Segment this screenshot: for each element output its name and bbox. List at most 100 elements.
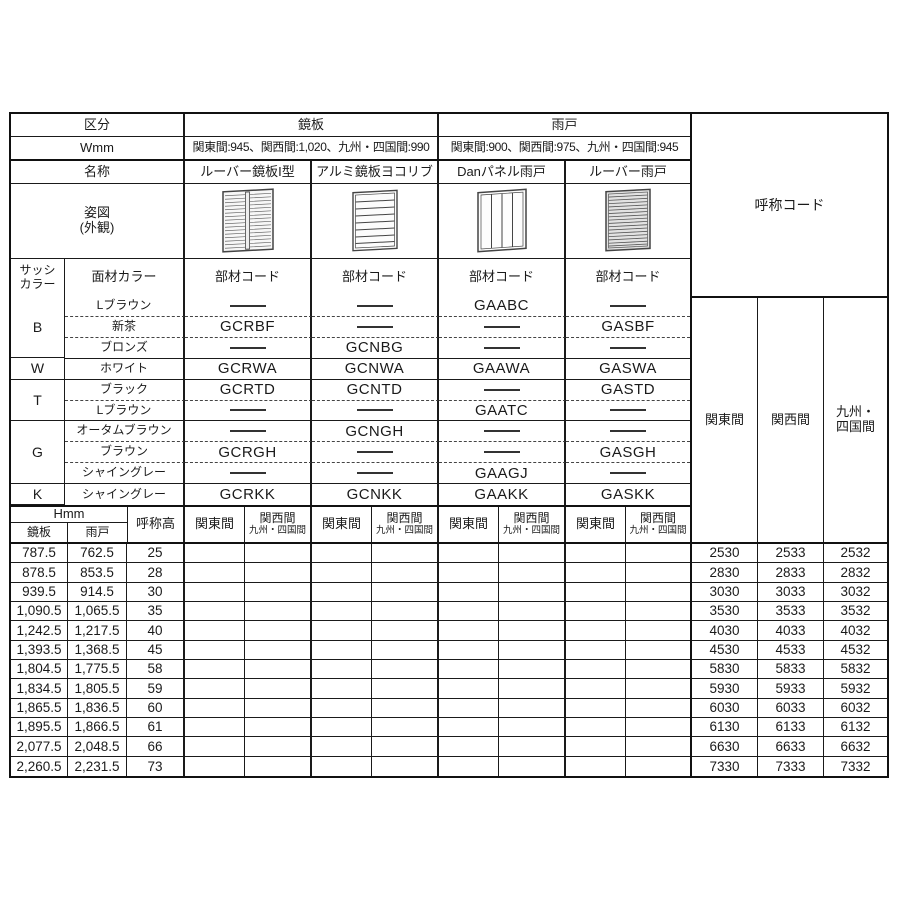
- empty-kanto-cell: [312, 679, 372, 699]
- empty-kanto-cell: [185, 621, 245, 641]
- buzai-code-cell: [312, 463, 439, 485]
- empty-kanto-cell: [566, 756, 626, 776]
- kosho-code-kanto: 6030: [692, 698, 758, 718]
- size-row: 939.5 914.5 30: [11, 582, 690, 602]
- empty-kanto-cell: [185, 640, 245, 660]
- buzai-code-cell: GCNTD: [312, 379, 439, 401]
- h-kagamiita-value: 1,804.5: [11, 659, 68, 680]
- empty-kanto-cell: [566, 659, 626, 680]
- h-amado-value: 853.5: [68, 563, 127, 583]
- h-kagamiita-value: 1,090.5: [11, 601, 68, 622]
- empty-kansai-cell: [499, 582, 566, 602]
- buzai-code-header-3: 部材コード: [439, 259, 566, 296]
- empty-kansai-cell: [245, 582, 312, 602]
- empty-kanto-cell: [439, 698, 499, 718]
- h-kagamiita-value: 787.5: [11, 544, 68, 564]
- empty-kanto-cell: [312, 640, 372, 660]
- kosho-code-row: 4030 4033 4032: [692, 621, 887, 641]
- empty-kanto-cell: [439, 621, 499, 641]
- amado-width-values: 関東間:900、関西間:975、九州・四国間:945: [450, 140, 679, 155]
- empty-kanto-cell: [185, 679, 245, 699]
- empty-kansai-cell: [626, 602, 690, 622]
- kosho-code-row: 4530 4533 4532: [692, 640, 887, 660]
- empty-kanto-cell: [312, 659, 372, 680]
- no-code-dash: [356, 451, 393, 454]
- empty-kansai-cell: [372, 621, 439, 641]
- buzai-code-cell: GASGH: [566, 442, 690, 464]
- kosho-code-kyushu: 4032: [824, 621, 887, 641]
- menzai-color-label: ブラック: [65, 379, 185, 401]
- empty-kanto-cell: [185, 717, 245, 738]
- empty-kansai-cell: [499, 679, 566, 699]
- empty-kansai-cell: [245, 544, 312, 564]
- empty-kansai-cell: [372, 756, 439, 776]
- louver-amado-image: [566, 184, 690, 259]
- color-row: シャイングレー GCRKK GCNKK GAAKK GASKK: [65, 484, 690, 506]
- buzai-code-header-1: 部材コード: [185, 259, 312, 296]
- buzai-code-cell: GAATC: [439, 400, 566, 422]
- kosho-code-kansai: 3033: [758, 582, 824, 602]
- menzai-color-label: 新茶: [65, 316, 185, 338]
- product-name-2: アルミ鏡板ヨコリブ: [312, 161, 439, 184]
- no-code-dash: [229, 472, 266, 475]
- kosho-daka-value: 58: [127, 659, 185, 680]
- menzai-color-label: Lブラウン: [65, 400, 185, 422]
- kosho-code-row: 3530 3533 3532: [692, 601, 887, 622]
- empty-kanto-cell: [185, 659, 245, 680]
- no-code-dash: [610, 472, 646, 475]
- kosho-code-kyushu: 4532: [824, 641, 887, 660]
- kosho-daka-value: 59: [127, 679, 185, 699]
- buzai-code-cell: GCNGH: [312, 421, 439, 443]
- kosho-code-kansai: 6633: [758, 737, 824, 757]
- empty-kansai-cell: [626, 737, 690, 757]
- kosho-daka-value: 45: [127, 640, 185, 660]
- no-code-dash: [483, 451, 520, 454]
- buzai-code-cell: [185, 296, 312, 317]
- color-row: ブラック GCRTD GCNTD GASTD: [65, 379, 690, 401]
- kubun-header: 区分: [11, 114, 185, 137]
- menzai-color-label: シャイングレー: [65, 463, 185, 485]
- kosho-code-kansai: 3533: [758, 601, 824, 622]
- empty-kanto-cell: [439, 544, 499, 564]
- empty-kansai-cell: [626, 544, 690, 564]
- empty-kansai-cell: [372, 698, 439, 718]
- buzai-code-cell: [439, 421, 566, 443]
- hmm-kagamiita-subheader: 鏡板: [11, 523, 68, 542]
- empty-kanto-cell: [439, 563, 499, 583]
- kosho-daka-value: 25: [127, 544, 185, 564]
- horizontal-rib-panel-icon: [351, 189, 398, 252]
- empty-kansai-cell: [626, 699, 690, 718]
- empty-kansai-cell: [372, 679, 439, 699]
- kansai-subheader-1: 関西間 九州・四国間: [245, 507, 312, 542]
- sash-color-group-K: K: [11, 483, 65, 506]
- empty-kansai-cell: [626, 757, 690, 776]
- h-amado-value: 2,048.5: [68, 737, 127, 757]
- h-amado-value: 1,368.5: [68, 640, 127, 660]
- buzai-code-cell: GASWA: [566, 359, 690, 380]
- kosho-code-kyushu: 7332: [840, 758, 871, 774]
- kosho-daka-value: 61: [127, 717, 185, 738]
- empty-kansai-cell: [372, 737, 439, 757]
- no-code-dash: [483, 430, 520, 433]
- buzai-code-cell: [312, 316, 439, 338]
- empty-kansai-cell: [245, 737, 312, 757]
- kosho-code-kansai: 4033: [758, 621, 824, 641]
- yokorib-kagamiita-image: [312, 184, 439, 259]
- buzai-code-cell: [566, 401, 690, 422]
- menzai-color-header: 面材カラー: [65, 259, 185, 296]
- buzai-code-cell: [439, 442, 566, 464]
- kosho-code-kanto: 4530: [692, 640, 758, 660]
- color-row: ホワイト GCRWA GCNWA GAAWA GASWA: [65, 358, 690, 380]
- kagamiita-width-values: 関東間:945、関西間:1,020、九州・四国間:990: [185, 137, 439, 159]
- kosho-code-row: 6030 6033 6032: [692, 698, 887, 718]
- h-amado-value: 1,866.5: [68, 717, 127, 738]
- amado-header: 雨戸: [439, 114, 690, 137]
- empty-kansai-cell: [372, 582, 439, 602]
- empty-kanto-cell: [439, 679, 499, 699]
- empty-kansai-cell: [245, 717, 312, 738]
- kosho-code-row: 6130 6133 6132: [692, 717, 887, 738]
- h-kagamiita-value: 1,242.5: [11, 621, 68, 641]
- size-row: 1,895.5 1,866.5 61: [11, 717, 690, 738]
- h-kagamiita-value: 1,865.5: [11, 698, 68, 718]
- louver-kagamiita-image: [185, 184, 312, 259]
